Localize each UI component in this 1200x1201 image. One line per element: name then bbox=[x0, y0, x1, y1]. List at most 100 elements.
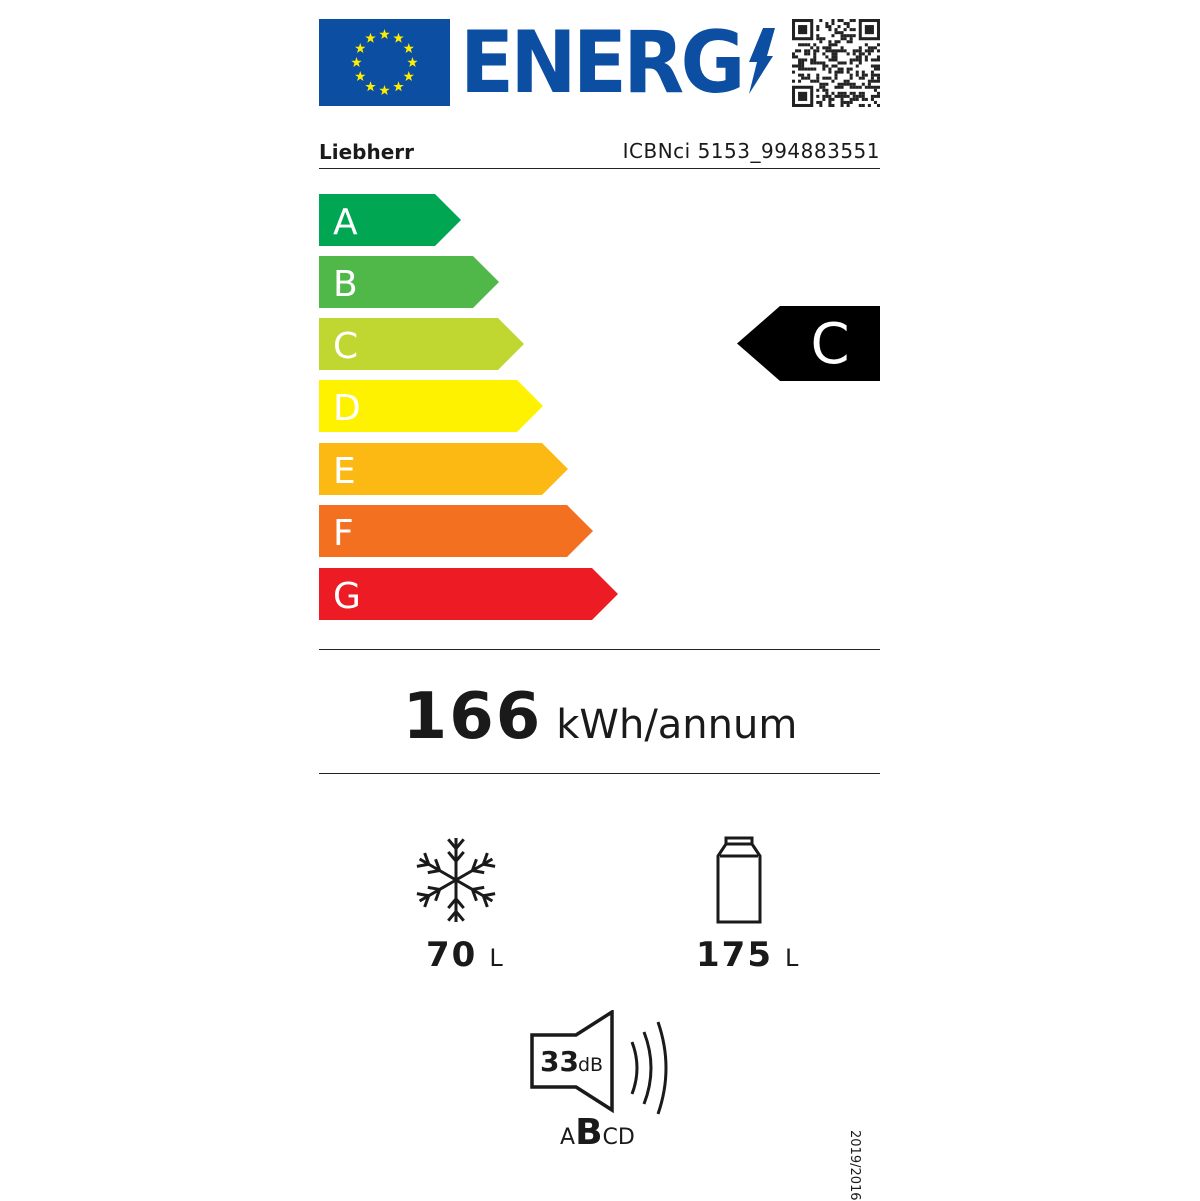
energy-consumption: 166 kWh/annum bbox=[0, 680, 1200, 754]
divider bbox=[319, 649, 880, 650]
divider bbox=[319, 168, 880, 169]
qr-module bbox=[873, 79, 877, 83]
qr-module bbox=[852, 52, 856, 56]
qr-module bbox=[828, 67, 832, 71]
qr-module bbox=[843, 49, 847, 53]
rating-letter: C bbox=[810, 312, 849, 377]
snowflake-arm bbox=[455, 878, 496, 908]
qr-module bbox=[822, 82, 826, 86]
qr-module bbox=[864, 85, 868, 89]
qr-module bbox=[828, 25, 832, 29]
qr-module bbox=[840, 46, 844, 50]
qr-module bbox=[858, 58, 862, 62]
star-icon bbox=[365, 32, 376, 43]
qr-module bbox=[813, 43, 817, 47]
qr-module bbox=[798, 25, 808, 35]
qr-module bbox=[804, 49, 808, 53]
energy-class-bar bbox=[319, 443, 568, 495]
qr-module bbox=[864, 55, 868, 59]
qr-module bbox=[822, 37, 826, 41]
qr-module bbox=[813, 61, 817, 65]
qr-module bbox=[834, 40, 838, 44]
noise-class-c: C bbox=[602, 1125, 618, 1150]
qr-module bbox=[858, 52, 862, 56]
qr-module bbox=[846, 94, 850, 98]
qr-module bbox=[816, 100, 820, 104]
qr-module bbox=[798, 73, 802, 77]
qr-module bbox=[831, 34, 835, 38]
qr-module bbox=[837, 67, 841, 71]
qr-module bbox=[813, 79, 817, 83]
qr-module bbox=[861, 76, 865, 80]
qr-module bbox=[819, 19, 823, 23]
qr-module bbox=[795, 49, 799, 53]
qr-module bbox=[852, 82, 856, 86]
qr-module bbox=[852, 28, 856, 32]
qr-module bbox=[828, 46, 832, 50]
regulation-number: 2019/2016 bbox=[847, 1130, 862, 1201]
qr-module bbox=[870, 46, 874, 50]
qr-module bbox=[858, 85, 862, 89]
energy-class-letter: A bbox=[333, 202, 358, 243]
qr-module bbox=[828, 97, 832, 101]
qr-module bbox=[873, 46, 877, 50]
energy-class-bar bbox=[319, 380, 543, 432]
qr-module bbox=[831, 91, 835, 95]
star-icon bbox=[393, 81, 404, 92]
bottle-icon bbox=[716, 836, 762, 924]
qr-module bbox=[822, 52, 826, 56]
qr-module bbox=[828, 40, 832, 44]
qr-module bbox=[804, 52, 808, 56]
qr-module bbox=[837, 31, 841, 35]
qr-module bbox=[825, 91, 829, 95]
qr-module bbox=[870, 58, 874, 62]
qr-module bbox=[792, 55, 796, 59]
qr-module bbox=[816, 49, 820, 53]
energy-class-a: A bbox=[319, 194, 461, 246]
qr-module bbox=[876, 64, 880, 68]
qr-module bbox=[840, 37, 844, 41]
energy-class-d: D bbox=[319, 380, 543, 432]
star-icon bbox=[403, 71, 414, 81]
qr-module bbox=[792, 79, 796, 83]
qr-module bbox=[873, 64, 877, 68]
qr-module bbox=[840, 34, 844, 38]
qr-module bbox=[870, 49, 874, 53]
qr-module bbox=[846, 40, 850, 44]
star-icon bbox=[351, 57, 362, 67]
qr-module bbox=[849, 76, 853, 80]
qr-module bbox=[867, 79, 871, 83]
qr-module bbox=[873, 85, 877, 89]
qr-module bbox=[804, 58, 808, 62]
qr-module bbox=[870, 85, 874, 89]
qr-module bbox=[867, 46, 871, 50]
qr-module bbox=[852, 85, 856, 89]
qr-module bbox=[846, 22, 850, 26]
qr-module bbox=[798, 64, 802, 68]
qr-module bbox=[804, 43, 808, 47]
qr-module bbox=[870, 70, 874, 74]
qr-module bbox=[840, 19, 844, 23]
qr-module bbox=[870, 97, 874, 101]
qr-module bbox=[825, 76, 829, 80]
qr-module bbox=[825, 64, 829, 68]
qr-module bbox=[807, 43, 811, 47]
qr-module bbox=[828, 43, 832, 47]
qr-code[interactable] bbox=[792, 19, 880, 107]
star-icon bbox=[403, 43, 414, 53]
qr-module bbox=[840, 94, 844, 98]
qr-module bbox=[876, 43, 880, 47]
qr-module bbox=[810, 61, 814, 65]
qr-module bbox=[864, 43, 868, 47]
qr-module bbox=[840, 82, 844, 86]
qr-module bbox=[831, 97, 835, 101]
qr-module bbox=[852, 94, 856, 98]
qr-module bbox=[807, 76, 811, 80]
qr-module bbox=[825, 25, 829, 29]
qr-module bbox=[831, 79, 835, 83]
qr-module bbox=[810, 79, 814, 83]
lightning-icon bbox=[749, 28, 775, 94]
qr-module bbox=[801, 67, 805, 71]
qr-module bbox=[861, 97, 865, 101]
qr-module bbox=[849, 37, 853, 41]
